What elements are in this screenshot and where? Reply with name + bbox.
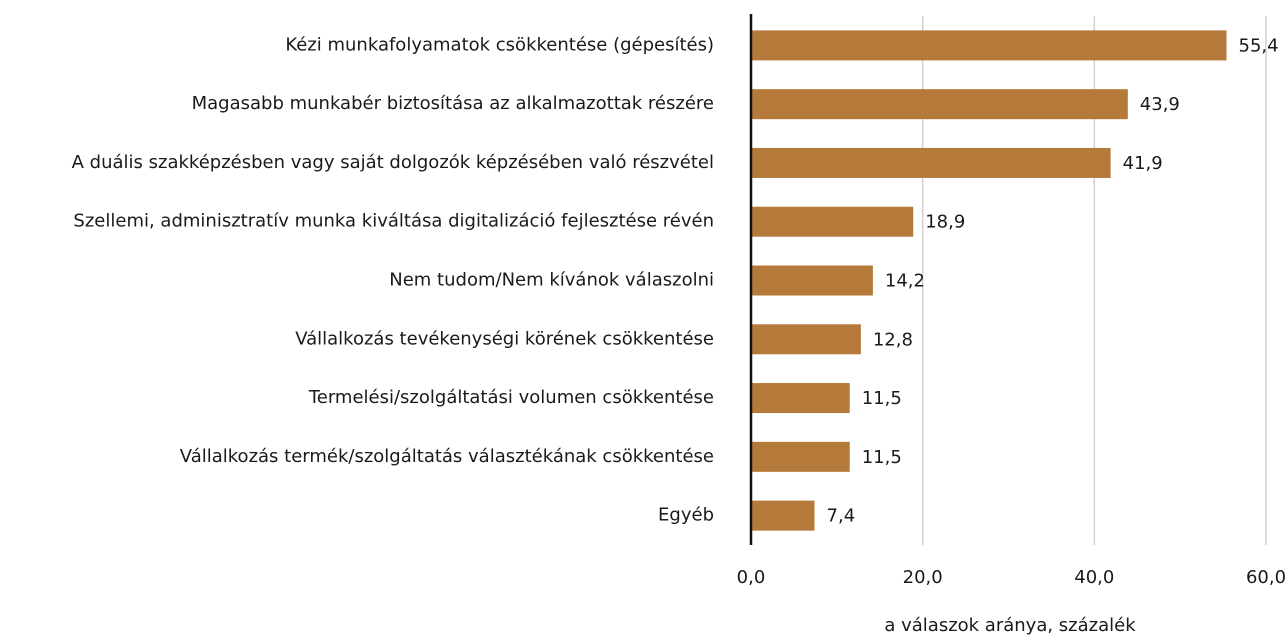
- data-label: 41,9: [1123, 153, 1163, 174]
- bar: [751, 206, 914, 237]
- y-tick-label: Nem tudom/Nem kívánok válaszolni: [389, 270, 714, 291]
- bar: [751, 265, 873, 296]
- data-label: 12,8: [873, 329, 913, 350]
- data-label: 55,4: [1239, 35, 1279, 56]
- data-label: 14,2: [885, 271, 925, 292]
- data-label: 43,9: [1140, 94, 1180, 115]
- y-tick-label: Termelési/szolgáltatási volumen csökkent…: [308, 387, 714, 408]
- y-tick-label: A duális szakképzésben vagy saját dolgoz…: [72, 152, 714, 173]
- bar: [751, 500, 815, 531]
- bar: [751, 383, 850, 414]
- bar: [751, 147, 1111, 178]
- y-tick-label: Szellemi, adminisztratív munka kiváltása…: [73, 211, 714, 232]
- y-tick-label: Kézi munkafolyamatok csökkentése (gépesí…: [285, 34, 714, 55]
- y-tick-label: Egyéb: [658, 505, 714, 526]
- bar: [751, 324, 861, 355]
- y-tick-label: Vállalkozás tevékenységi körének csökken…: [295, 328, 714, 349]
- y-tick-label: Magasabb munkabér biztosítása az alkalma…: [192, 93, 714, 114]
- data-label: 7,4: [827, 506, 856, 527]
- bar: [751, 89, 1128, 120]
- x-axis-label: a válaszok aránya, százalék: [884, 615, 1136, 636]
- x-tick-label: 20,0: [903, 567, 943, 588]
- x-tick-label: 0,0: [737, 567, 766, 588]
- x-tick-label: 40,0: [1074, 567, 1114, 588]
- bar: [751, 441, 850, 472]
- x-tick-label: 60,0: [1246, 567, 1286, 588]
- data-label: 18,9: [925, 212, 965, 233]
- bar: [751, 30, 1227, 61]
- y-tick-label: Vállalkozás termék/szolgáltatás választé…: [180, 446, 714, 467]
- data-label: 11,5: [862, 388, 902, 409]
- data-label: 11,5: [862, 447, 902, 468]
